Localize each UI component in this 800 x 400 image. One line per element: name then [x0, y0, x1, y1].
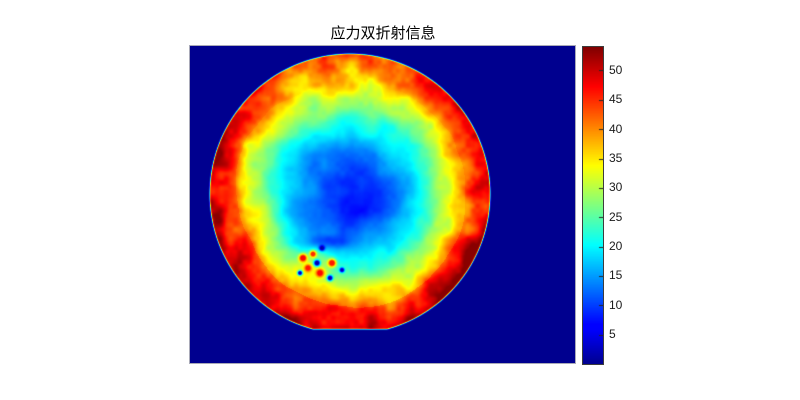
colorbar-tick-label: 15 [609, 268, 623, 282]
colorbar-tick-label: 20 [609, 239, 623, 253]
heatmap-plot-area [189, 45, 576, 364]
colorbar-tick-label: 30 [609, 180, 623, 194]
colorbar-tick-label: 40 [609, 122, 623, 136]
colorbar-tick-label: 35 [609, 151, 623, 165]
colorbar-tick-label: 10 [609, 298, 623, 312]
colorbar-tick-label: 25 [609, 210, 623, 224]
stress-birefringence-heatmap [190, 46, 575, 363]
chart-title: 应力双折射信息 [330, 26, 436, 42]
colorbar-tick-label: 45 [609, 92, 623, 106]
colorbar-tick-label: 50 [609, 63, 623, 77]
colorbar-tick-label: 5 [609, 327, 616, 341]
colorbar-gradient [583, 47, 603, 364]
colorbar [582, 46, 604, 365]
